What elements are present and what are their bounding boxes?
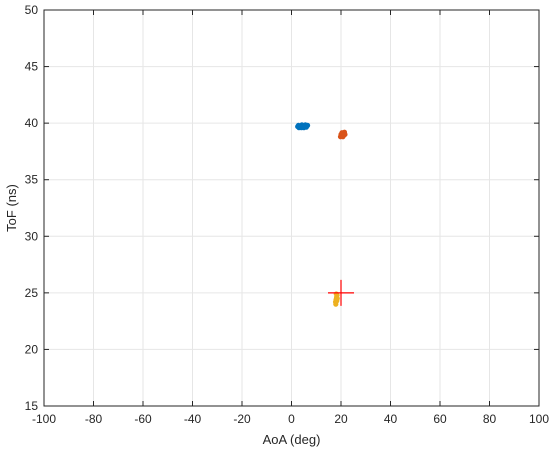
data-points: [295, 122, 348, 307]
data-point: [333, 291, 339, 297]
x-tick-label: 80: [483, 412, 497, 426]
ticks: -100 -80 -60 -40 -20 0 20 40 60 80 100 15 20 25 30 35 40…: [25, 3, 550, 426]
series-0: [295, 122, 311, 131]
x-tick-label: 20: [334, 412, 348, 426]
y-tick-label: 30: [25, 229, 39, 243]
x-tick-label: -100: [32, 412, 56, 426]
markers: [328, 279, 354, 306]
data-point: [334, 295, 340, 302]
x-tick-label: 40: [384, 412, 398, 426]
y-tick-label: 15: [25, 399, 39, 413]
x-tick-label: -20: [233, 412, 251, 426]
data-point: [302, 122, 308, 128]
x-axis-label: AoA (deg): [263, 432, 321, 447]
y-axis-label: ToF (ns): [4, 184, 19, 232]
x-tick-label: 100: [529, 412, 549, 426]
series-1: [337, 129, 348, 140]
plus-marker: [328, 279, 354, 306]
y-tick-label: 35: [25, 173, 39, 187]
y-tick-label: 40: [25, 116, 39, 130]
x-tick-label: 0: [288, 412, 295, 426]
y-tick-label: 50: [25, 3, 39, 17]
series-2: [332, 291, 340, 307]
x-tick-label: -80: [85, 412, 103, 426]
x-tick-label: 60: [433, 412, 447, 426]
y-tick-label: 25: [25, 286, 39, 300]
x-tick-label: -40: [184, 412, 202, 426]
y-tick-label: 45: [25, 60, 39, 74]
x-tick-label: -60: [134, 412, 152, 426]
data-point: [341, 132, 347, 138]
y-tick-label: 20: [25, 342, 39, 356]
